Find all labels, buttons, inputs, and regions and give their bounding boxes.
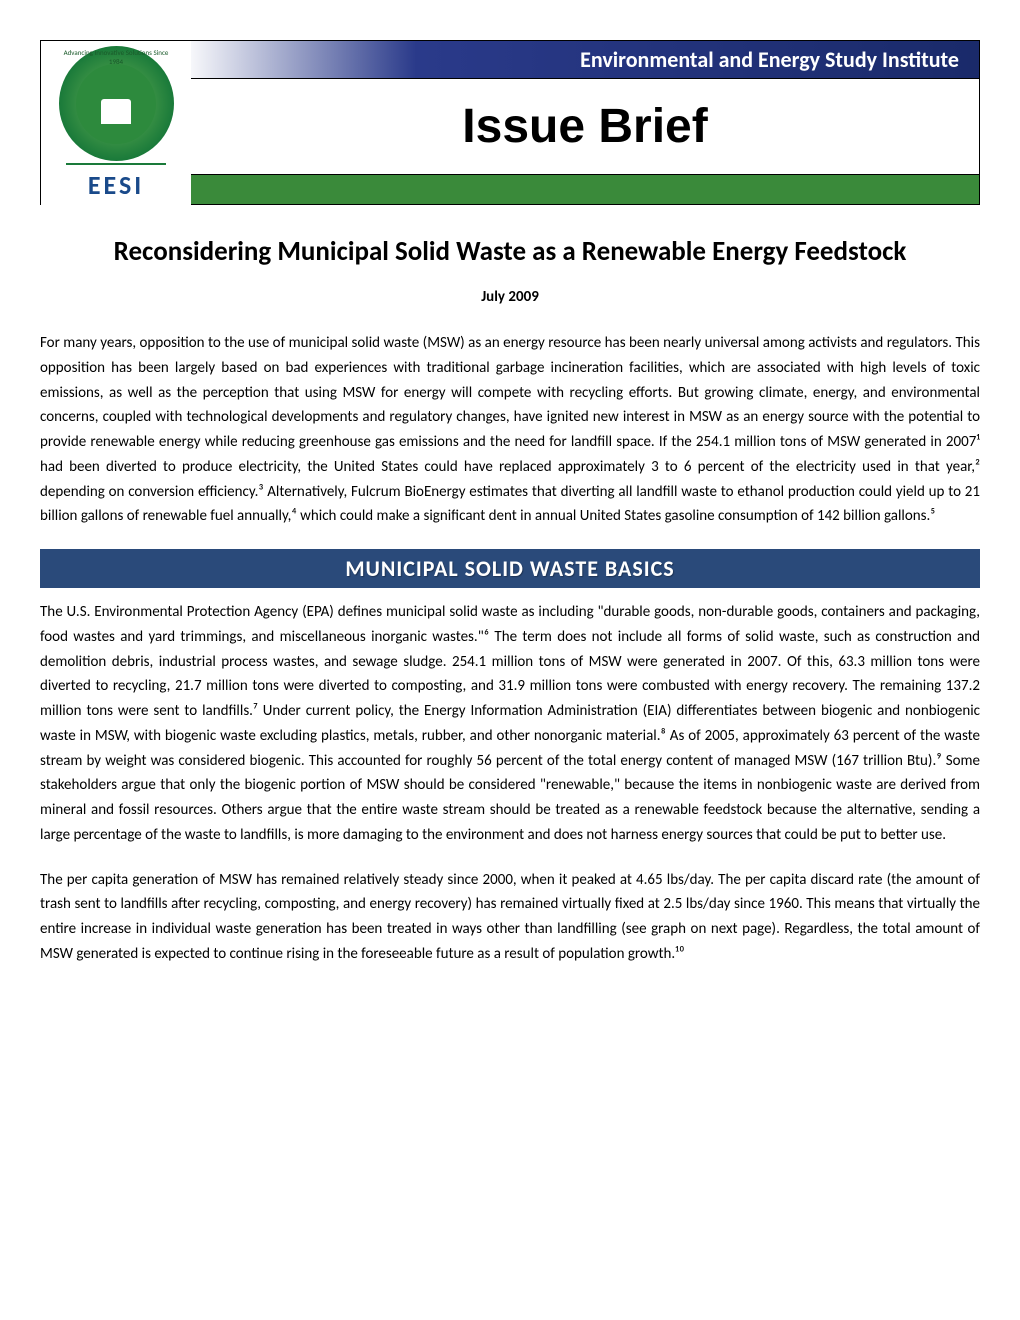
section1-paragraph1: The U.S. Environmental Protection Agency… — [40, 600, 980, 848]
document-header: Advancing Innovative Solutions Since 198… — [40, 40, 980, 205]
document-date: July 2009 — [40, 288, 980, 306]
document-title: Reconsidering Municipal Solid Waste as a… — [40, 235, 980, 268]
logo-container: Advancing Innovative Solutions Since 198… — [41, 41, 191, 206]
intro-paragraph: For many years, opposition to the use of… — [40, 331, 980, 529]
capitol-icon — [101, 99, 131, 124]
organization-name: Environmental and Energy Study Institute — [580, 46, 959, 73]
logo-acronym: EESI — [66, 163, 166, 201]
section-heading-basics: MUNICIPAL SOLID WASTE BASICS — [40, 549, 980, 588]
issue-brief-title: Issue Brief — [462, 99, 707, 154]
section1-paragraph2: The per capita generation of MSW has rem… — [40, 868, 980, 967]
logo-globe-icon: Advancing Innovative Solutions Since 198… — [59, 46, 174, 161]
globe-icon — [76, 64, 156, 144]
